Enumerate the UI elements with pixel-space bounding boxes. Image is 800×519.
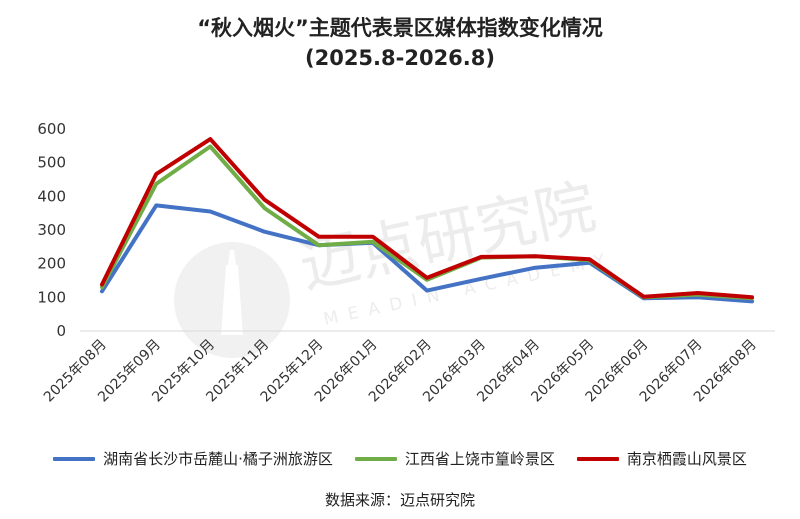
legend-swatch-yuelushan xyxy=(53,456,96,461)
legend-label-huangling: 江西省上饶市篁岭景区 xyxy=(404,450,555,468)
legend-item-yuelushan: 湖南省长沙市岳麓山·橘子洲旅游区 xyxy=(53,448,333,469)
series-line-qixiashan xyxy=(100,137,754,300)
y-tick-label: 200 xyxy=(37,255,66,273)
y-axis: 0 100 200 300 400 500 600 xyxy=(37,120,66,340)
y-tick-label: 300 xyxy=(37,221,66,239)
x-axis-labels: 2025年08月2025年09月2025年10月2025年11月2025年12月… xyxy=(41,337,760,406)
legend-swatch-huangling xyxy=(354,456,397,461)
chart-subtitle: (2025.8-2026.8) xyxy=(305,46,495,70)
series-lines xyxy=(100,137,754,304)
y-tick-label: 600 xyxy=(37,120,66,138)
chart-title: “秋入烟火”主题代表景区媒体指数变化情况 xyxy=(197,16,603,40)
data-source: 数据来源：迈点研究院 xyxy=(324,491,475,509)
legend-item-huangling: 江西省上饶市篁岭景区 xyxy=(354,448,555,469)
legend-label-qixiashan: 南京栖霞山风景区 xyxy=(626,450,747,468)
line-chart: 迈点研究院 MEADIN ACADEMY 0100200300400500600… xyxy=(37,120,775,406)
watermark-logo-icon xyxy=(174,242,290,358)
legend-item-qixiashan: 南京栖霞山风景区 xyxy=(576,448,747,469)
legend-label-yuelushan: 湖南省长沙市岳麓山·橘子洲旅游区 xyxy=(103,450,333,468)
watermark-tower-icon xyxy=(221,250,243,335)
legend: 湖南省长沙市岳麓山·橘子洲旅游区 江西省上饶市篁岭景区 南京栖霞山风景区 xyxy=(0,448,800,469)
y-tick-label: 500 xyxy=(37,154,66,172)
legend-swatch-qixiashan xyxy=(576,456,619,461)
y-tick-label: 100 xyxy=(37,288,66,306)
y-tick-label: 0 xyxy=(56,322,66,340)
y-tick-label: 400 xyxy=(37,187,66,205)
